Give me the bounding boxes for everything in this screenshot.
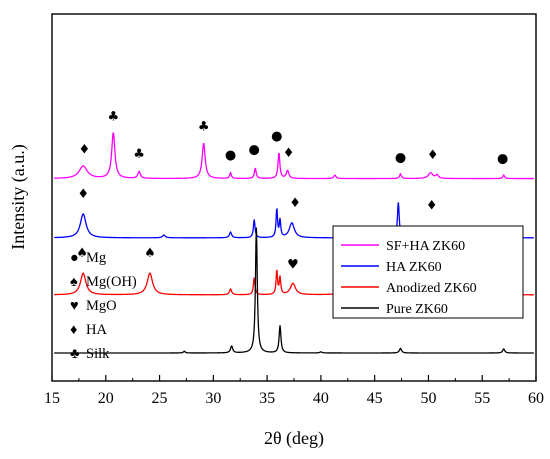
- peak-marker: ●: [249, 143, 260, 158]
- legend-item: Anodized ZK60: [341, 281, 477, 296]
- x-tick-label: 30: [205, 390, 221, 407]
- legend-item: SF+HA ZK60: [341, 239, 465, 254]
- phase-key: ● Mg ♠ Mg(OH) ♥ MgO ♦ HA ♣ Silk: [70, 250, 137, 362]
- legend-box: [332, 225, 524, 319]
- phase-key-label: Mg(OH): [86, 274, 137, 290]
- peak-marker: ♠: [144, 246, 156, 261]
- x-tick-label: 40: [313, 390, 329, 407]
- phase-key-label: MgO: [86, 298, 117, 314]
- peak-marker: ♦: [283, 146, 295, 161]
- series-line-sf-ha-zk60: [54, 132, 534, 180]
- x-tick-label: 50: [420, 390, 436, 407]
- x-tick-label: 15: [44, 390, 60, 407]
- phase-key-item: ♠ Mg(OH): [70, 274, 137, 290]
- peak-marker: ♦: [427, 148, 439, 163]
- phase-key-symbol: ●: [70, 250, 79, 266]
- legend-label: Pure ZK60: [386, 302, 448, 317]
- legend-label: Anodized ZK60: [386, 281, 477, 296]
- phase-key-symbol: ♠: [70, 274, 78, 290]
- peak-marker: ♠: [76, 246, 88, 261]
- x-tick-label: 45: [367, 390, 383, 407]
- y-axis-title: Intensity (a.u.): [8, 144, 29, 249]
- peak-marker: ●: [497, 152, 508, 167]
- peak-marker: ♥: [287, 258, 299, 273]
- phase-key-label: Silk: [86, 346, 110, 362]
- legend-item: HA ZK60: [341, 260, 442, 275]
- x-axis: 15 20 25 30 35 40 45 50 55 60: [44, 375, 544, 407]
- peak-marker: ♦: [289, 196, 301, 211]
- peak-marker: ♣: [198, 120, 210, 135]
- phase-key-item: ♣ Silk: [70, 346, 110, 362]
- phase-key-item: ♦ HA: [70, 322, 107, 338]
- x-tick-label: 60: [528, 390, 544, 407]
- peak-marker: ♣: [107, 109, 119, 124]
- phase-key-label: Mg: [86, 250, 106, 266]
- peak-marker: ●: [225, 148, 236, 163]
- peak-marker: ♦: [77, 187, 89, 202]
- phase-key-symbol: ♦: [70, 322, 77, 338]
- peak-marker: ♣: [133, 147, 145, 162]
- legend: SF+HA ZK60 HA ZK60 Anodized ZK60 Pure ZK…: [332, 225, 524, 319]
- x-tick-label: 20: [98, 390, 114, 407]
- phase-key-symbol: ♥: [70, 298, 79, 314]
- peak-marker: ●: [271, 129, 282, 144]
- peak-marker: ●: [395, 151, 406, 166]
- legend-label: SF+HA ZK60: [386, 239, 465, 254]
- phase-key-item: ♥ MgO: [70, 298, 117, 314]
- series-line-pure-zk60: [54, 227, 534, 354]
- x-tick-label: 55: [474, 390, 490, 407]
- legend-label: HA ZK60: [386, 260, 442, 275]
- phase-key-item: ● Mg: [70, 250, 106, 266]
- x-axis-title: 2θ (deg): [264, 428, 324, 449]
- legend-item: Pure ZK60: [341, 302, 448, 317]
- phase-key-label: HA: [86, 322, 107, 338]
- phase-key-symbol: ♣: [70, 346, 80, 362]
- x-tick-label: 25: [152, 390, 168, 407]
- x-tick-label: 35: [259, 390, 275, 407]
- peak-marker: ♦: [426, 198, 438, 213]
- peak-marker: ♦: [78, 143, 90, 158]
